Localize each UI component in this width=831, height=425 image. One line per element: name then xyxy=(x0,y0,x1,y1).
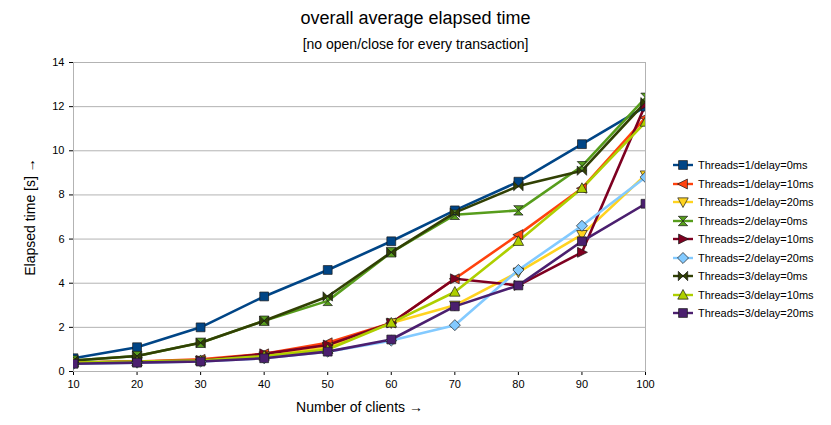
svg-text:40: 40 xyxy=(258,378,270,390)
svg-text:4: 4 xyxy=(58,277,64,289)
html-text:Threads=3/delay=10ms: Threads=3/delay=10ms xyxy=(698,288,814,301)
svg-text:12: 12 xyxy=(52,100,64,112)
html-text:Threads=1/delay=20ms: Threads=1/delay=20ms xyxy=(698,196,814,209)
html-text:Threads=3/delay=20ms: Threads=3/delay=20ms xyxy=(698,307,814,320)
svg-text:10: 10 xyxy=(67,378,79,390)
svg-text:50: 50 xyxy=(322,378,334,390)
svg-text:2: 2 xyxy=(58,321,64,333)
svg-text:0: 0 xyxy=(58,365,64,377)
svg-text:80: 80 xyxy=(512,378,524,390)
html-text:Threads=2/delay=0ms: Threads=2/delay=0ms xyxy=(698,214,808,227)
html-text:Threads=2/delay=20ms: Threads=2/delay=20ms xyxy=(698,251,814,264)
svg-text:30: 30 xyxy=(194,378,206,390)
svg-text:8: 8 xyxy=(58,188,64,200)
html-text:Threads=3/delay=0ms: Threads=3/delay=0ms xyxy=(698,270,808,283)
svg-text:100: 100 xyxy=(636,378,654,390)
svg-text:10: 10 xyxy=(52,144,64,156)
html-text:Threads=1/delay=10ms: Threads=1/delay=10ms xyxy=(698,177,814,190)
html-text:Threads=1/delay=0ms: Threads=1/delay=0ms xyxy=(698,159,808,172)
svg-text:14: 14 xyxy=(52,56,64,68)
html-text:Threads=2/delay=10ms: Threads=2/delay=10ms xyxy=(698,233,814,246)
svg-text:70: 70 xyxy=(449,378,461,390)
svg-text:Number of clients →: Number of clients → xyxy=(296,399,423,415)
html-text:[no open/close for every trans: [no open/close for every transaction] xyxy=(302,36,529,52)
svg-text:20: 20 xyxy=(131,378,143,390)
svg-text:Elapsed time [s] →: Elapsed time [s] → xyxy=(22,158,38,276)
svg-text:60: 60 xyxy=(385,378,397,390)
svg-text:90: 90 xyxy=(576,378,588,390)
svg-text:6: 6 xyxy=(58,233,64,245)
html-text:overall average elapsed time: overall average elapsed time xyxy=(300,8,531,28)
